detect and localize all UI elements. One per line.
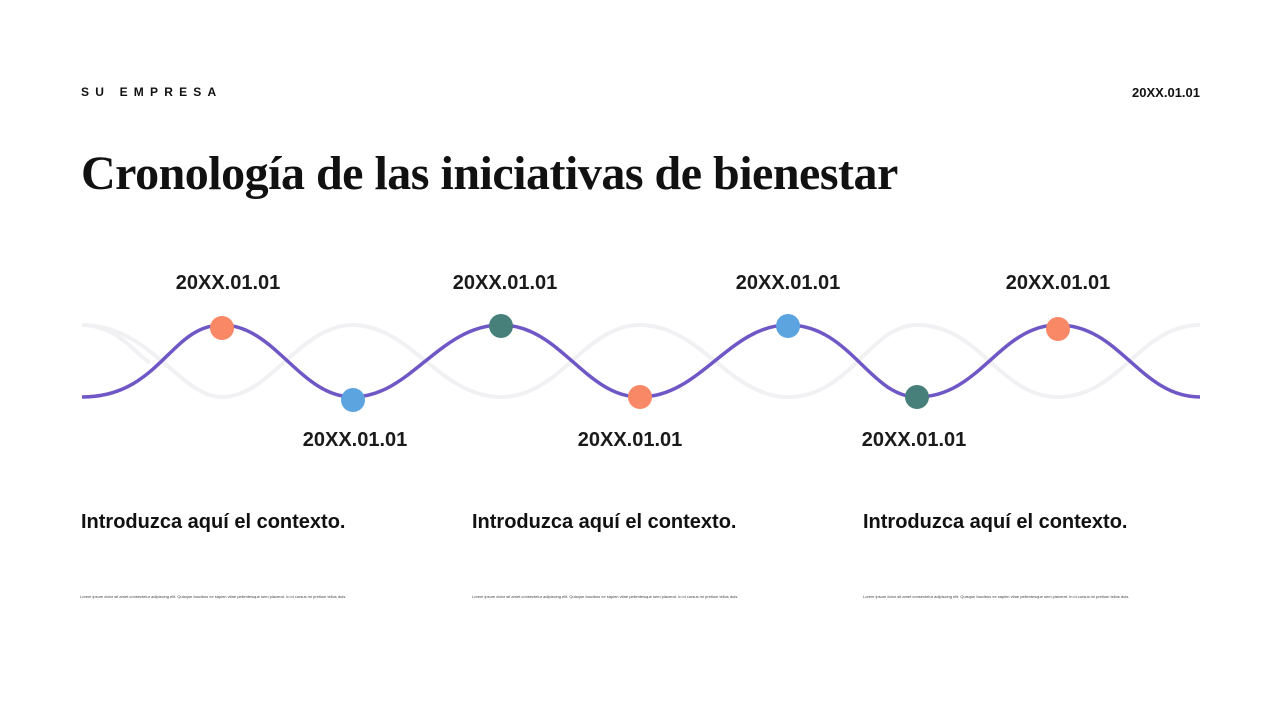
milestone-dot-3[interactable]	[489, 314, 513, 338]
column-2-heading: Introduzca aquí el contexto.	[472, 511, 737, 533]
column-2-body: Lorem ipsum dolor sit amet consectetur a…	[472, 594, 739, 599]
milestone-dot-2[interactable]	[341, 388, 365, 412]
milestone-date-2: 20XX.01.01	[302, 429, 408, 451]
company-name: SU EMPRESA	[81, 85, 223, 99]
milestone-date-5: 20XX.01.01	[735, 272, 841, 294]
milestone-dot-1[interactable]	[210, 316, 234, 340]
header-date: 20XX.01.01	[1132, 85, 1200, 100]
ghost-wave-line	[81, 322, 1201, 400]
column-3-heading: Introduzca aquí el contexto.	[863, 511, 1128, 533]
milestone-dot-4[interactable]	[628, 385, 652, 409]
column-1-heading: Introduzca aquí el contexto.	[81, 511, 346, 533]
column-3-body: Lorem ipsum dolor sit amet consectetur a…	[863, 594, 1130, 599]
milestone-date-3: 20XX.01.01	[452, 272, 558, 294]
milestone-date-1: 20XX.01.01	[175, 272, 281, 294]
page-title: Cronología de las iniciativas de bienest…	[81, 146, 898, 201]
column-1-body: Lorem ipsum dolor sit amet consectetur a…	[80, 594, 347, 599]
milestone-dot-6[interactable]	[905, 385, 929, 409]
milestone-date-7: 20XX.01.01	[1005, 272, 1111, 294]
milestone-date-6: 20XX.01.01	[861, 429, 967, 451]
milestone-date-4: 20XX.01.01	[577, 429, 683, 451]
page-title-text: Cronología de las iniciativas de bienest…	[81, 147, 898, 200]
milestone-dot-7[interactable]	[1046, 317, 1070, 341]
milestone-dot-5[interactable]	[776, 314, 800, 338]
